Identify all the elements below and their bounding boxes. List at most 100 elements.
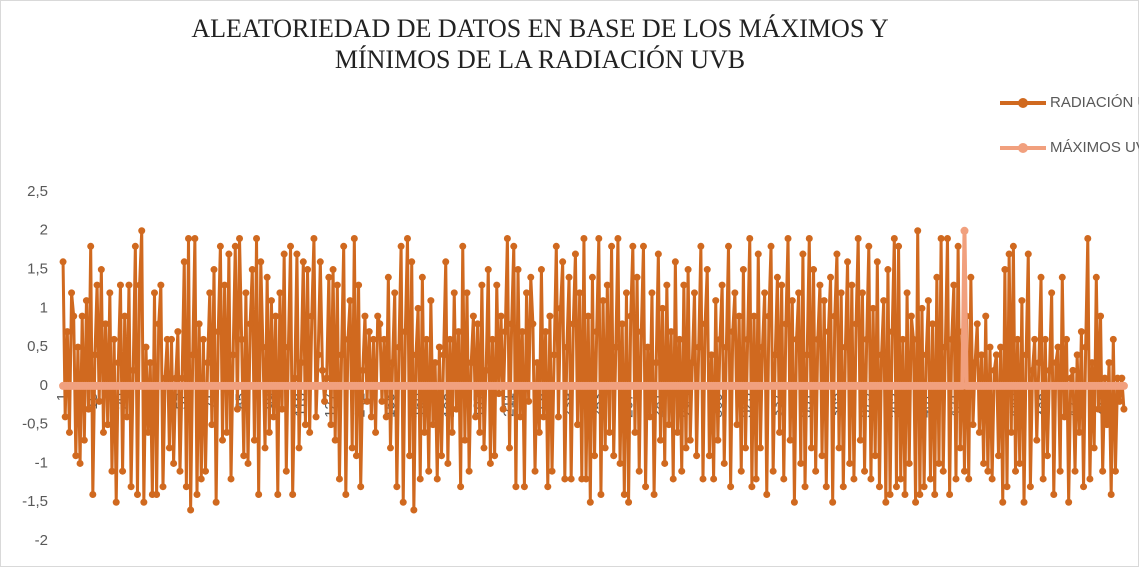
point — [61, 413, 69, 421]
point — [895, 242, 903, 250]
point — [325, 273, 333, 281]
point — [429, 421, 437, 429]
point — [884, 266, 892, 274]
point — [412, 351, 420, 359]
point — [667, 328, 675, 336]
point — [818, 452, 826, 460]
point — [793, 335, 801, 343]
point — [988, 475, 996, 483]
point — [650, 490, 658, 498]
point — [506, 444, 514, 452]
point — [752, 475, 760, 483]
point — [199, 335, 207, 343]
point — [89, 490, 97, 498]
point — [912, 498, 920, 506]
point — [608, 242, 616, 250]
point — [189, 351, 197, 359]
point — [214, 328, 222, 336]
point — [499, 405, 507, 413]
point — [841, 343, 849, 351]
point — [374, 312, 382, 320]
point — [686, 436, 694, 444]
point — [257, 258, 265, 266]
point — [873, 258, 881, 266]
point — [312, 413, 320, 421]
point — [899, 335, 907, 343]
point — [725, 242, 733, 250]
point — [954, 242, 962, 250]
point — [903, 289, 911, 297]
point — [733, 421, 741, 429]
point — [1067, 374, 1075, 382]
point — [346, 297, 354, 305]
point — [170, 459, 178, 467]
point — [172, 374, 180, 382]
point — [535, 428, 543, 436]
point — [867, 475, 875, 483]
point — [123, 413, 131, 421]
point — [125, 281, 133, 289]
point — [875, 483, 883, 491]
point — [452, 405, 460, 413]
point — [1018, 297, 1026, 305]
point — [671, 258, 679, 266]
point — [1001, 266, 1009, 274]
point — [846, 459, 854, 467]
point — [1097, 312, 1105, 320]
point — [565, 273, 573, 281]
point — [605, 428, 613, 436]
y-tick-label: 2,5 — [27, 183, 48, 200]
point — [871, 452, 879, 460]
point — [744, 335, 752, 343]
point — [63, 328, 71, 336]
point — [697, 242, 705, 250]
point — [187, 506, 195, 514]
point — [1086, 475, 1094, 483]
point — [759, 343, 767, 351]
point — [435, 343, 443, 351]
point — [1073, 351, 1081, 359]
point — [997, 343, 1005, 351]
point — [629, 242, 637, 250]
point — [459, 242, 467, 250]
point — [520, 483, 528, 491]
point — [967, 273, 975, 281]
point — [229, 351, 237, 359]
point — [1065, 498, 1073, 506]
point — [210, 266, 218, 274]
point — [195, 320, 203, 328]
point — [297, 359, 305, 367]
point — [1103, 421, 1111, 429]
point — [301, 421, 309, 429]
point — [482, 366, 490, 374]
point — [1069, 366, 1077, 374]
legend-marker — [1018, 143, 1028, 153]
point — [427, 297, 435, 305]
point — [865, 242, 873, 250]
point — [372, 428, 380, 436]
point — [393, 483, 401, 491]
point — [563, 343, 571, 351]
point — [869, 304, 877, 312]
point — [780, 475, 788, 483]
point — [253, 235, 261, 243]
point — [901, 490, 909, 498]
point — [457, 483, 465, 491]
point — [546, 312, 554, 320]
point — [310, 235, 318, 243]
point — [812, 467, 820, 475]
point — [905, 459, 913, 467]
point — [225, 250, 233, 258]
point — [831, 312, 839, 320]
point — [78, 312, 86, 320]
point — [431, 359, 439, 367]
point — [182, 483, 190, 491]
point — [1029, 366, 1037, 374]
point — [684, 266, 692, 274]
point — [633, 273, 641, 281]
y-tick-label: 2 — [40, 222, 48, 239]
point — [1120, 405, 1128, 413]
point — [1003, 483, 1011, 491]
point — [782, 320, 790, 328]
point — [295, 444, 303, 452]
